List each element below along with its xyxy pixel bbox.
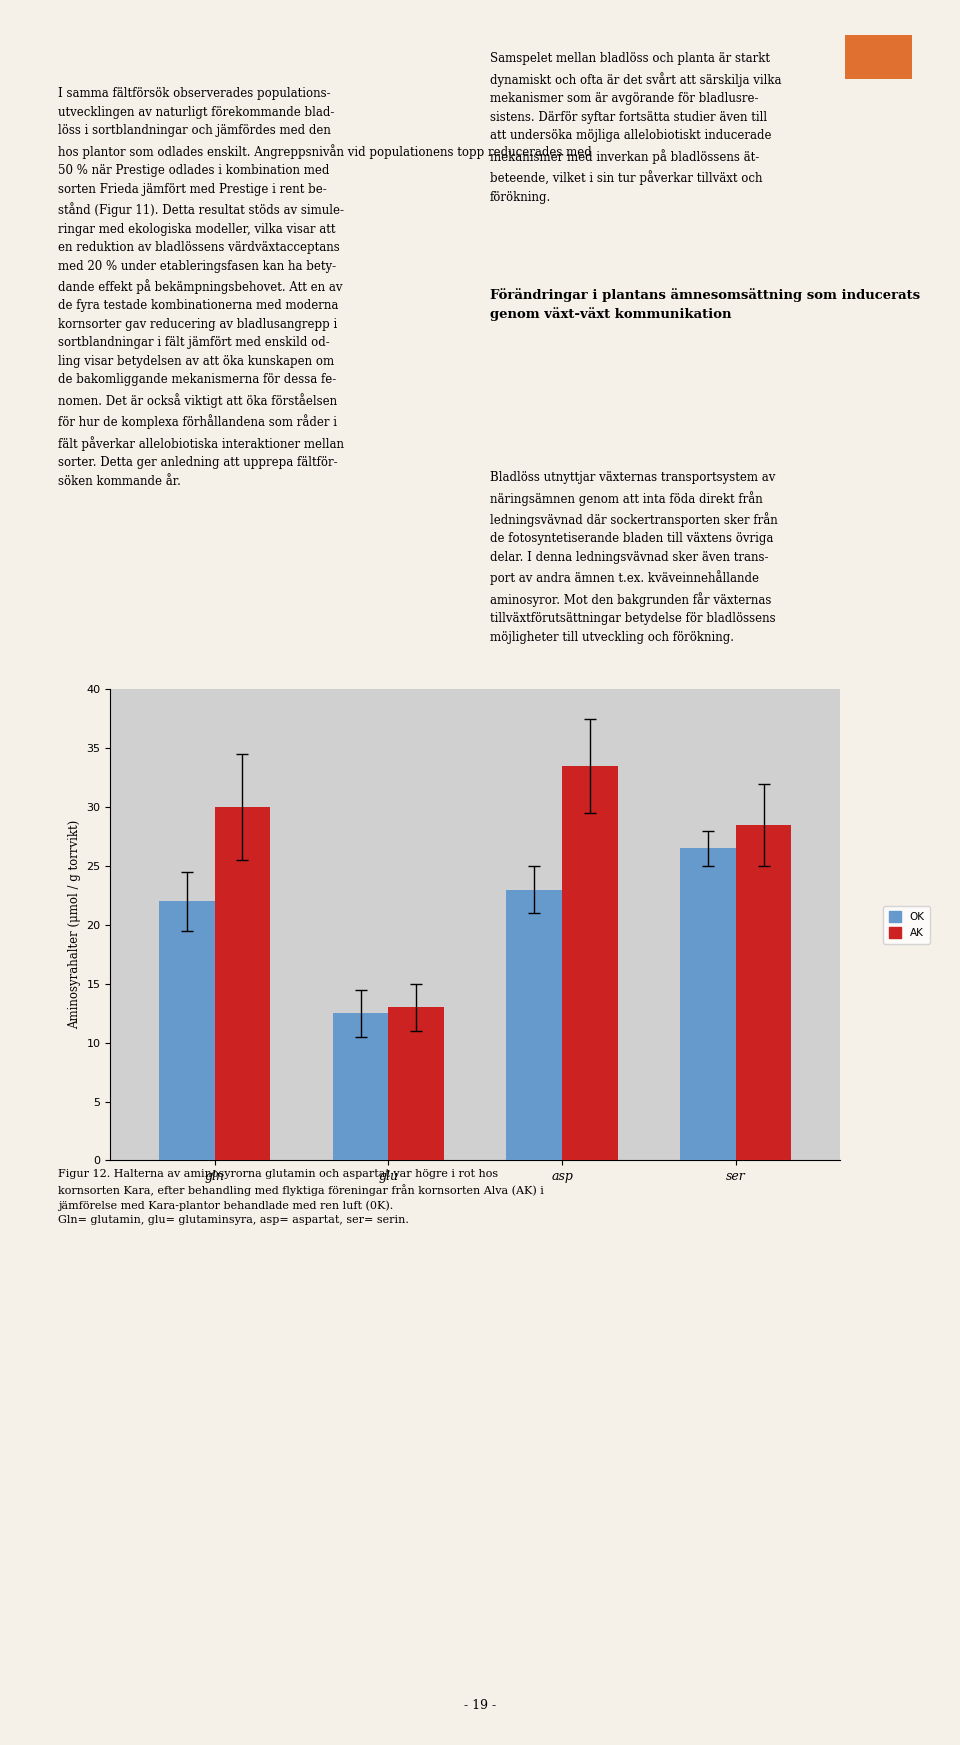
Bar	[562, 766, 617, 1160]
Text: Figur 12. Halterna av aminosyrorna glutamin och aspartat var högre i rot hos
kor: Figur 12. Halterna av aminosyrorna gluta…	[58, 1169, 543, 1225]
Bar	[735, 825, 791, 1160]
Bar	[681, 848, 735, 1160]
Text: I samma fältförsök observerades populations-
utvecklingen av naturligt förekomma: I samma fältförsök observerades populati…	[58, 87, 591, 487]
Y-axis label: Aminosyrahalter (μmol / g torrvikt): Aminosyrahalter (μmol / g torrvikt)	[68, 820, 81, 1030]
Text: Bladlöss utnyttjar växternas transportsystem av
näringsämnen genom att inta föda: Bladlöss utnyttjar växternas transportsy…	[490, 471, 778, 644]
Bar	[159, 902, 215, 1160]
Bar	[389, 1007, 444, 1160]
Text: Samspelet mellan bladlöss och planta är starkt
dynamiskt och ofta är det svårt a: Samspelet mellan bladlöss och planta är …	[490, 52, 781, 204]
Text: - 19 -: - 19 -	[464, 1700, 496, 1712]
Text: Förändringar i plantans ämnesomsättning som inducerats genom växt-växt kommunika: Förändringar i plantans ämnesomsättning …	[490, 288, 920, 321]
Bar	[333, 1014, 389, 1160]
Bar	[507, 890, 562, 1160]
Legend: OK, AK: OK, AK	[883, 906, 929, 944]
Bar	[215, 806, 270, 1160]
